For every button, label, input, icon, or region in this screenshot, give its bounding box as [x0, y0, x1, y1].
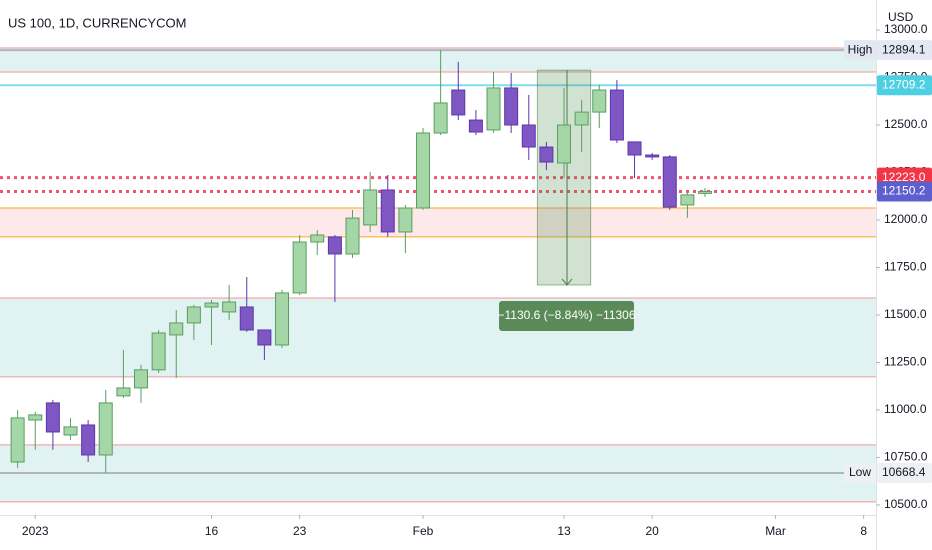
candle-body [557, 124, 572, 164]
candle-body [204, 302, 219, 308]
candle-body [592, 89, 607, 113]
candle-body [257, 329, 272, 346]
x-tick-label: 20 [645, 524, 659, 538]
candle-body [645, 154, 660, 158]
candle-body [134, 369, 149, 389]
candle-body [380, 189, 395, 233]
price-label-box [877, 75, 932, 96]
candle-body [169, 322, 184, 336]
candle-body [680, 194, 695, 206]
candle-body [486, 87, 501, 131]
candle-body [10, 417, 25, 463]
candle-body [345, 217, 360, 255]
price-label: 12894.1 [882, 42, 926, 56]
candle-body [609, 89, 624, 141]
currency-label: USD [888, 10, 914, 24]
chart-title: US 100, 1D, CURRENCYCOM [8, 15, 186, 30]
y-tick-label: 11000.0 [884, 402, 927, 416]
measure-arrowhead [561, 278, 573, 286]
candle-body [698, 190, 713, 194]
candle-body [98, 402, 113, 456]
candle-body [327, 236, 342, 255]
candle-body [398, 207, 413, 233]
y-tick-label: 12000.0 [884, 212, 928, 226]
price-label: 12709.2 [882, 77, 926, 91]
price-tag-box [844, 462, 876, 483]
x-tick-label: 2023 [22, 524, 49, 538]
plot-area [0, 47, 876, 503]
candle-body [363, 189, 378, 226]
zone [0, 48, 876, 72]
candle-body [116, 387, 131, 397]
y-tick-label: 11500.0 [884, 307, 927, 321]
y-tick-label: 12500.0 [884, 117, 928, 131]
price-label-box [877, 462, 932, 483]
candle-body [239, 306, 254, 331]
candle-body [416, 132, 431, 209]
candle-body [222, 301, 237, 313]
candle-body [627, 141, 642, 156]
price-label: 12223.0 [882, 170, 926, 184]
candle-body [45, 402, 60, 433]
candle-body [539, 146, 554, 163]
zone [0, 208, 876, 237]
price-tag: High [848, 42, 873, 56]
price-label-box [877, 181, 932, 202]
x-tick-label: Mar [765, 524, 786, 538]
candle-body [504, 87, 519, 126]
y-tick-label: 11750.0 [884, 260, 927, 274]
candle-body [28, 414, 43, 421]
y-tick-label: 10500.0 [884, 497, 928, 511]
x-tick-label: 23 [293, 524, 307, 538]
price-label-box [877, 40, 932, 61]
y-tick-label: 11250.0 [884, 355, 927, 369]
candle-body [310, 234, 325, 243]
candle-body [81, 424, 96, 456]
candle-body [151, 332, 166, 371]
price-label: 10668.4 [882, 465, 926, 479]
candle-body [275, 292, 290, 346]
candle-body [662, 156, 677, 208]
price-label: 12150.2 [882, 184, 926, 198]
candle-body [63, 426, 78, 436]
candle-body [574, 111, 589, 126]
y-tick-label: 10750.0 [884, 450, 928, 464]
x-tick-label: Feb [413, 524, 434, 538]
candle-body [292, 241, 307, 294]
zone [0, 298, 876, 377]
candle-body [186, 306, 201, 324]
y-tick-label: 13000.0 [884, 22, 928, 36]
price-tag: Low [849, 465, 871, 479]
measure-label-box [499, 300, 635, 331]
candle-body [521, 124, 536, 148]
x-tick-label: 13 [557, 524, 571, 538]
x-tick-label: 16 [205, 524, 219, 538]
x-tick-label: 8 [860, 524, 867, 538]
measure-label: −1130.6 (−8.84%) −11306 [498, 308, 636, 322]
candle-body [433, 102, 448, 134]
candle-body [468, 119, 483, 133]
candle-body [451, 89, 466, 116]
price-tag-box [844, 40, 876, 61]
